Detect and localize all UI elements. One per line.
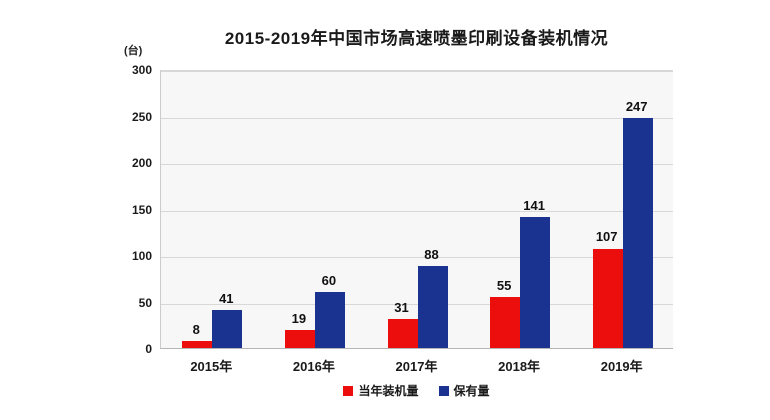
legend-label: 当年装机量: [358, 384, 419, 398]
value-label: 88: [424, 247, 439, 263]
value-label: 8: [192, 321, 200, 337]
y-tick-label: 50: [138, 295, 152, 310]
gridline: [161, 117, 673, 119]
legend: 当年装机量 保有量: [160, 382, 673, 399]
y-tick-label: 300: [131, 63, 152, 77]
value-label: 31: [394, 300, 409, 316]
bar-当年装机量-2016年: [284, 330, 315, 348]
value-label: 55: [496, 277, 512, 293]
bar-保有量-2019年: [622, 118, 653, 348]
y-tick-label: 250: [131, 109, 152, 124]
x-tick-label: 2019年: [600, 359, 643, 374]
gridline: [161, 71, 673, 72]
x-tick-label: 2017年: [395, 359, 438, 374]
value-label: 60: [321, 273, 337, 289]
value-label: 141: [523, 197, 545, 213]
value-label: 41: [219, 290, 234, 306]
bar-保有量-2017年: [417, 266, 448, 348]
bar-当年装机量-2019年: [592, 248, 623, 348]
y-axis-unit-label: (台): [124, 45, 143, 57]
bar-保有量-2015年: [212, 309, 243, 348]
bar-当年装机量-2017年: [387, 319, 418, 348]
plot-area: [160, 70, 673, 349]
bar-当年装机量-2018年: [490, 296, 521, 348]
gridline: [161, 210, 673, 212]
value-label: 247: [625, 99, 648, 115]
legend-item: 当年装机量: [343, 382, 419, 399]
y-tick-label: 150: [131, 202, 152, 217]
gridline: [161, 164, 673, 165]
gridline: [161, 257, 673, 258]
bar-保有量-2016年: [314, 292, 345, 348]
legend-label: 保有量: [453, 384, 490, 398]
chart-title: 2015-2019年中国市场高速喷墨印刷设备装机情况: [224, 29, 609, 48]
bar-当年装机量-2015年: [182, 340, 213, 348]
x-tick-label: 2016年: [292, 359, 335, 374]
legend-swatch-icon: [438, 385, 449, 396]
legend-item: 保有量: [438, 382, 490, 399]
value-label: 107: [595, 229, 618, 245]
x-tick-label: 2015年: [190, 359, 233, 374]
y-tick-label: 200: [131, 156, 152, 170]
y-tick-label: 100: [131, 249, 152, 263]
y-tick-label: 0: [145, 342, 152, 356]
gridline: [161, 303, 673, 305]
legend-swatch-icon: [343, 385, 354, 396]
value-label: 19: [291, 311, 307, 327]
bar-保有量-2018年: [520, 216, 551, 348]
x-tick-label: 2018年: [498, 359, 541, 374]
